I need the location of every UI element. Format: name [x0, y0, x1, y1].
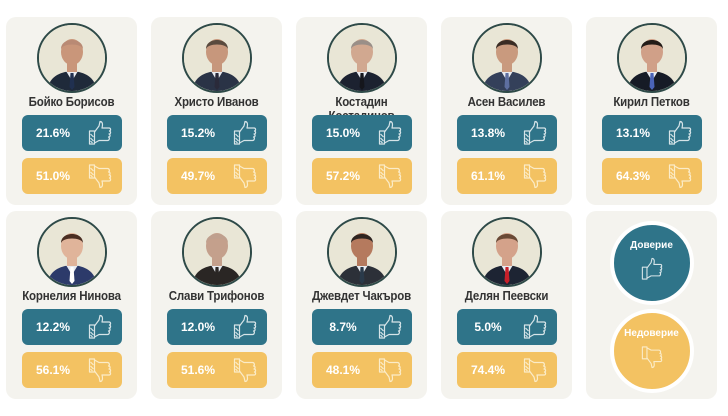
distrust-value: 57.2%: [325, 169, 361, 183]
thumbs-up-icon: [668, 120, 692, 145]
politician-name: Асен Василев: [467, 95, 546, 109]
thumbs-up-icon: [233, 120, 257, 145]
distrust-value: 49.7%: [180, 169, 216, 183]
trust-legend-badge: Доверие: [609, 221, 694, 305]
avatar: [36, 217, 107, 287]
portrait-image: [328, 25, 395, 91]
politician-name: Джевдет Чакъров: [311, 289, 412, 303]
trust-bar: 5.0%: [457, 309, 557, 345]
politician-card: Кирил Петков 13.1% 64.3%: [586, 17, 717, 205]
trust-value: 15.2%: [180, 126, 216, 140]
trust-bar: 21.6%: [22, 115, 122, 151]
thumbs-up-icon: [378, 120, 402, 145]
trust-bar: 8.7%: [312, 309, 412, 345]
distrust-value: 51.6%: [180, 363, 216, 377]
avatar: [36, 23, 107, 93]
thumbs-up-icon: [641, 257, 662, 280]
avatar: [326, 23, 397, 93]
portrait-image: [328, 219, 395, 285]
portrait-image: [183, 219, 250, 285]
distrust-legend-label: Недоверие: [624, 327, 679, 339]
trust-bar: 13.1%: [602, 115, 702, 151]
thumbs-down-icon: [378, 164, 402, 189]
trust-value: 21.6%: [35, 126, 71, 140]
politician-name: Делян Пеевски: [464, 289, 549, 303]
avatar: [471, 217, 542, 287]
politician-name: Христо Иванов: [174, 95, 259, 109]
trust-legend-label: Доверие: [630, 239, 673, 251]
distrust-bar: 51.0%: [22, 158, 122, 194]
distrust-bar: 61.1%: [457, 158, 557, 194]
thumbs-up-icon: [233, 314, 257, 339]
trust-value: 5.0%: [474, 320, 502, 334]
avatar: [616, 23, 687, 93]
trust-value: 13.1%: [615, 126, 651, 140]
distrust-bar: 49.7%: [167, 158, 267, 194]
distrust-bar: 56.1%: [22, 352, 122, 388]
politician-card: Делян Пеевски 5.0% 74.4%: [441, 211, 572, 399]
thumbs-up-icon: [523, 314, 547, 339]
distrust-bar: 48.1%: [312, 352, 412, 388]
politician-card: Костадин Костадинов 15.0% 57.2%: [296, 17, 427, 205]
politician-ratings-grid: Бойко Борисов 21.6% 51.0%: [6, 17, 717, 399]
thumbs-down-icon: [88, 358, 112, 383]
avatar: [471, 23, 542, 93]
distrust-value: 51.0%: [35, 169, 71, 183]
politician-card: Корнелия Нинова 12.2% 56.1%: [6, 211, 137, 399]
politician-name: Бойко Борисов: [28, 95, 115, 109]
thumbs-down-icon: [233, 358, 257, 383]
thumbs-up-icon: [378, 314, 402, 339]
portrait-image: [618, 25, 685, 91]
legend-card: Доверие Недоверие: [586, 211, 717, 399]
politician-card: Христо Иванов 15.2% 49.7%: [151, 17, 282, 205]
trust-bar: 12.2%: [22, 309, 122, 345]
distrust-bar: 51.6%: [167, 352, 267, 388]
distrust-bar: 64.3%: [602, 158, 702, 194]
trust-value: 12.0%: [180, 320, 216, 334]
trust-value: 15.0%: [325, 126, 361, 140]
trust-value: 12.2%: [35, 320, 71, 334]
avatar: [326, 217, 397, 287]
avatar: [181, 23, 252, 93]
distrust-value: 56.1%: [35, 363, 71, 377]
thumbs-down-icon: [668, 164, 692, 189]
politician-card: Джевдет Чакъров 8.7% 48.1%: [296, 211, 427, 399]
politician-card: Асен Василев 13.8% 61.1%: [441, 17, 572, 205]
thumbs-up-icon: [88, 314, 112, 339]
thumbs-down-icon: [88, 164, 112, 189]
thumbs-down-icon: [641, 345, 662, 368]
trust-value: 8.7%: [329, 320, 357, 334]
distrust-legend-badge: Недоверие: [609, 309, 694, 393]
portrait-image: [183, 25, 250, 91]
distrust-value: 74.4%: [470, 363, 506, 377]
portrait-image: [38, 219, 105, 285]
politician-card: Слави Трифонов 12.0% 51.6%: [151, 211, 282, 399]
thumbs-up-icon: [523, 120, 547, 145]
politician-name: Корнелия Нинова: [22, 289, 121, 303]
thumbs-down-icon: [233, 164, 257, 189]
thumbs-down-icon: [523, 358, 547, 383]
politician-name: Слави Трифонов: [168, 289, 265, 303]
portrait-image: [473, 219, 540, 285]
trust-bar: 12.0%: [167, 309, 267, 345]
trust-bar: 15.2%: [167, 115, 267, 151]
thumbs-down-icon: [523, 164, 547, 189]
portrait-image: [38, 25, 105, 91]
distrust-bar: 57.2%: [312, 158, 412, 194]
distrust-bar: 74.4%: [457, 352, 557, 388]
thumbs-up-icon: [88, 120, 112, 145]
distrust-value: 48.1%: [325, 363, 361, 377]
thumbs-down-icon: [378, 358, 402, 383]
trust-bar: 13.8%: [457, 115, 557, 151]
trust-bar: 15.0%: [312, 115, 412, 151]
portrait-image: [473, 25, 540, 91]
distrust-value: 61.1%: [470, 169, 506, 183]
politician-name: Кирил Петков: [613, 95, 690, 109]
distrust-value: 64.3%: [615, 169, 651, 183]
avatar: [181, 217, 252, 287]
politician-card: Бойко Борисов 21.6% 51.0%: [6, 17, 137, 205]
trust-value: 13.8%: [470, 126, 506, 140]
